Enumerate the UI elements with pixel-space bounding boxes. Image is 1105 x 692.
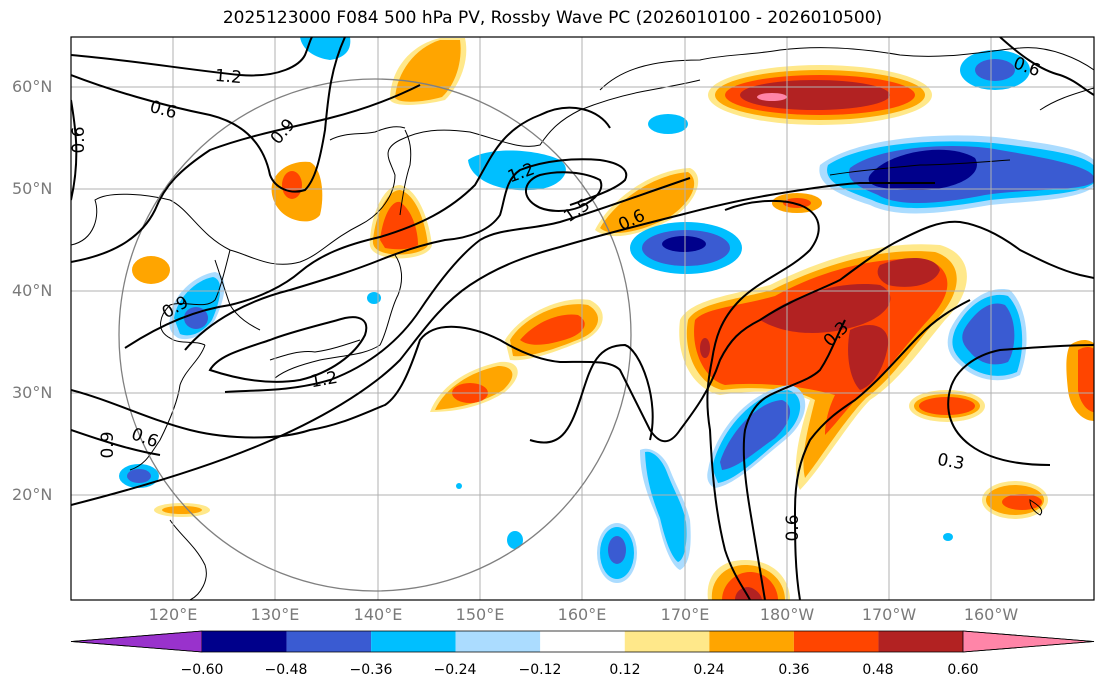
colorbar-tick: −0.24 bbox=[433, 662, 477, 678]
gridlines bbox=[71, 37, 1094, 600]
colorbar-segment bbox=[624, 631, 710, 652]
contour-label: 1.2 bbox=[214, 66, 243, 88]
lon-label: 130°E bbox=[250, 605, 300, 624]
lon-label: 140°E bbox=[353, 605, 403, 624]
colorbar-segment bbox=[202, 631, 287, 652]
lat-label: 60°N bbox=[12, 77, 53, 96]
lat-label: 20°N bbox=[12, 485, 53, 504]
colorbar-segment bbox=[286, 631, 372, 652]
coastlines bbox=[71, 47, 1094, 600]
lon-label: 150°E bbox=[455, 605, 505, 624]
lon-label: 170°W bbox=[861, 605, 917, 624]
contour-label: 1.2 bbox=[309, 368, 339, 392]
contour-label: 0.3 bbox=[936, 450, 966, 474]
colorbar-segment bbox=[878, 631, 963, 652]
contour-label: 0.6 bbox=[783, 514, 803, 541]
anomaly-shading bbox=[119, 37, 1094, 600]
contour-label: 1.5 bbox=[560, 195, 594, 227]
colorbar-tick: −0.36 bbox=[349, 662, 393, 678]
colorbar-extend-high bbox=[962, 630, 1095, 653]
pv-contours bbox=[71, 37, 1094, 600]
lat-label: 50°N bbox=[12, 179, 53, 198]
colorbar-tick: −0.60 bbox=[180, 662, 224, 678]
colorbar-tick: 0.24 bbox=[693, 662, 725, 678]
radius-circle bbox=[118, 78, 632, 592]
colorbar-tick: 0.36 bbox=[778, 662, 810, 678]
contour-label: 0.6 bbox=[69, 126, 89, 153]
contour-label: 0.6 bbox=[129, 424, 161, 452]
colorbar-segment bbox=[793, 631, 879, 652]
colorbar-outline bbox=[70, 630, 1095, 653]
lon-label: 120°E bbox=[148, 605, 198, 624]
lon-label: 160°E bbox=[557, 605, 607, 624]
lat-label: 40°N bbox=[12, 281, 53, 300]
colorbar-segment bbox=[455, 631, 541, 652]
map-frame bbox=[70, 36, 1095, 601]
colorbar-segment bbox=[709, 631, 794, 652]
lat-label: 30°N bbox=[12, 383, 53, 402]
lon-label: 170°E bbox=[660, 605, 710, 624]
colorbar-tick: 0.48 bbox=[862, 662, 894, 678]
colorbar-tick: −0.12 bbox=[518, 662, 562, 678]
contour-label: 0.9 bbox=[267, 115, 300, 149]
colorbar-tick: 0.12 bbox=[609, 662, 641, 678]
lon-label: 180°W bbox=[759, 605, 815, 624]
colorbar-segment bbox=[371, 631, 456, 652]
colorbar-tick: 0.60 bbox=[947, 662, 979, 678]
colorbar-segment bbox=[540, 631, 625, 652]
lon-label: 160°W bbox=[963, 605, 1019, 624]
contour-label: 0.9 bbox=[98, 431, 118, 458]
colorbar-tick: −0.48 bbox=[264, 662, 308, 678]
map-title: 2025123000 F084 500 hPa PV, Rossby Wave … bbox=[222, 8, 883, 28]
contour-label: 0.6 bbox=[148, 97, 179, 123]
colorbar-extend-low bbox=[70, 630, 203, 653]
colorbar bbox=[70, 630, 1095, 653]
